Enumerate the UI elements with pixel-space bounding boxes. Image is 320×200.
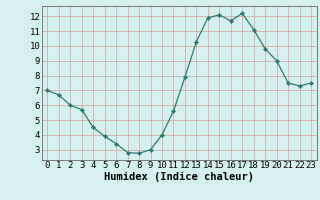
- X-axis label: Humidex (Indice chaleur): Humidex (Indice chaleur): [104, 172, 254, 182]
